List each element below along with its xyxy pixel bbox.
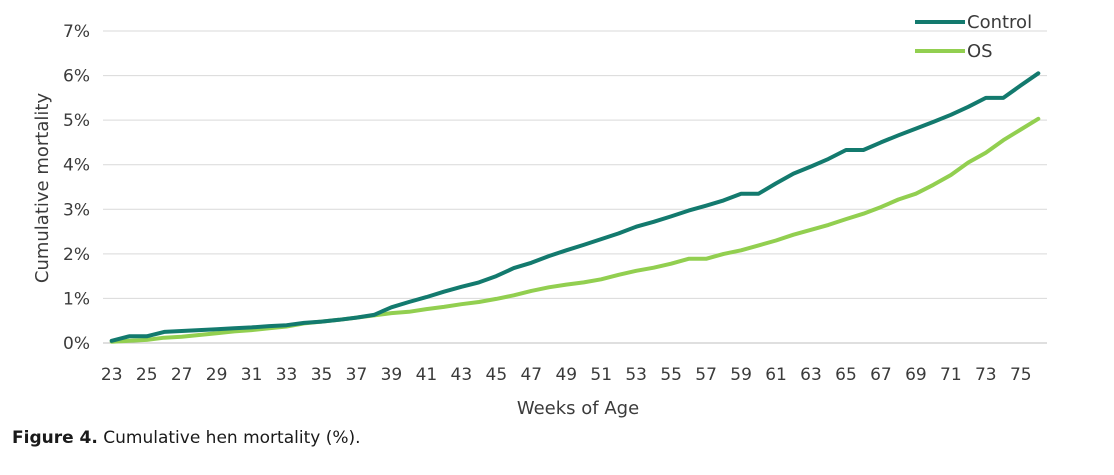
x-tick-label: 49 bbox=[555, 365, 577, 385]
x-tick-label: 45 bbox=[486, 365, 508, 385]
x-tick-label: 29 bbox=[206, 365, 228, 385]
x-axis-ticks: 23 25 27 29 31 33 35 37 39 41 43 45 47 49 51 53 55 57 59 61… bbox=[101, 365, 1032, 385]
x-tick-label: 25 bbox=[136, 365, 158, 385]
x-tick-label: 73 bbox=[975, 365, 997, 385]
x-tick-label: 41 bbox=[416, 365, 438, 385]
x-tick-label: 57 bbox=[695, 365, 717, 385]
x-tick-label: 61 bbox=[765, 365, 787, 385]
x-tick-label: 27 bbox=[171, 365, 193, 385]
mortality-line-chart: 0% 1% 2% 3% 4% 5% 6% 7% 23 25 27 29 31 33 35 37 39 41 43 4… bbox=[32, 12, 1047, 419]
y-tick-label: 0% bbox=[63, 334, 90, 354]
x-tick-label: 31 bbox=[241, 365, 263, 385]
legend-label-os: OS bbox=[967, 41, 993, 62]
x-tick-label: 75 bbox=[1010, 365, 1032, 385]
legend: Control OS bbox=[915, 12, 1032, 62]
x-tick-label: 63 bbox=[800, 365, 822, 385]
y-axis-label: Cumulative mortality bbox=[32, 93, 53, 284]
x-tick-label: 23 bbox=[101, 365, 123, 385]
y-axis-ticks: 0% 1% 2% 3% 4% 5% 6% 7% bbox=[63, 22, 90, 354]
figure-caption: Figure 4. Cumulative hen mortality (%). bbox=[12, 428, 361, 448]
y-tick-label: 6% bbox=[63, 67, 90, 87]
y-tick-label: 5% bbox=[63, 111, 90, 131]
x-tick-label: 67 bbox=[870, 365, 892, 385]
x-tick-label: 71 bbox=[940, 365, 962, 385]
figure-caption-text: Cumulative hen mortality (%). bbox=[97, 428, 361, 448]
y-tick-label: 3% bbox=[63, 200, 90, 220]
x-tick-label: 59 bbox=[730, 365, 752, 385]
y-tick-label: 4% bbox=[63, 156, 90, 176]
series-line-os bbox=[109, 116, 1041, 344]
x-tick-label: 47 bbox=[520, 365, 542, 385]
series-lines bbox=[109, 71, 1041, 344]
x-tick-label: 53 bbox=[625, 365, 647, 385]
x-tick-label: 35 bbox=[311, 365, 333, 385]
y-tick-label: 1% bbox=[63, 289, 90, 309]
x-tick-label: 37 bbox=[346, 365, 368, 385]
x-tick-label: 39 bbox=[381, 365, 403, 385]
y-tick-label: 2% bbox=[63, 245, 90, 265]
x-tick-label: 69 bbox=[905, 365, 927, 385]
x-tick-label: 43 bbox=[451, 365, 473, 385]
series-line-control bbox=[109, 71, 1041, 343]
figure-caption-label: Figure 4. bbox=[12, 428, 98, 448]
x-tick-label: 51 bbox=[590, 365, 612, 385]
x-tick-label: 33 bbox=[276, 365, 298, 385]
x-tick-label: 65 bbox=[835, 365, 857, 385]
legend-label-control: Control bbox=[967, 12, 1032, 33]
y-tick-label: 7% bbox=[63, 22, 90, 42]
x-tick-label: 55 bbox=[660, 365, 682, 385]
gridlines bbox=[103, 30, 1047, 344]
x-axis-label: Weeks of Age bbox=[517, 398, 639, 419]
